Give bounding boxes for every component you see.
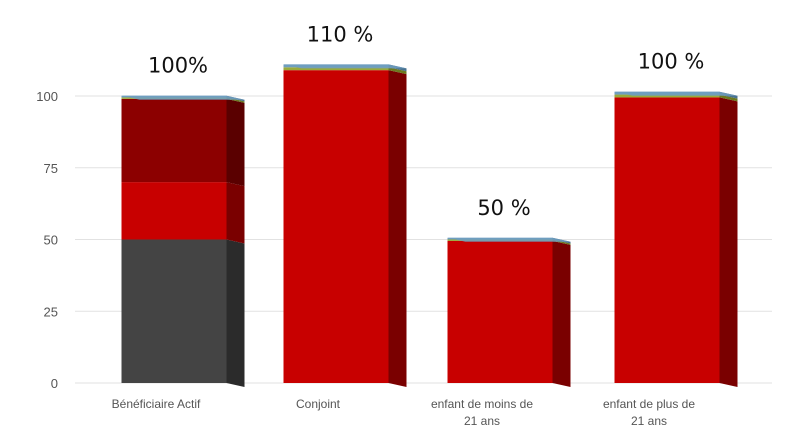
bar-segment-side bbox=[388, 70, 407, 388]
x-category-label: Conjoint bbox=[296, 397, 341, 411]
bar-top bbox=[614, 91, 738, 96]
x-category-label-line: Conjoint bbox=[296, 397, 341, 411]
bar-segment bbox=[447, 240, 553, 383]
data-labels: 100% 110 % 50 % 100 % bbox=[148, 22, 704, 219]
bar-top bbox=[447, 237, 571, 242]
bar-segment bbox=[283, 70, 389, 384]
y-tick-label: 25 bbox=[44, 304, 58, 319]
bar-segment bbox=[614, 94, 720, 98]
x-category-label: Bénéficiaire Actif bbox=[112, 397, 201, 411]
bar-top bbox=[283, 64, 407, 69]
bar-segment-side bbox=[388, 67, 407, 75]
bar-segment bbox=[614, 97, 720, 383]
bar-stack bbox=[283, 64, 407, 388]
x-category-label: enfant de moins de 21 ans bbox=[431, 397, 533, 428]
x-category-label-line: enfant de plus de bbox=[603, 397, 695, 411]
bar-segment bbox=[283, 67, 389, 71]
y-tick-label: 100 bbox=[36, 89, 58, 104]
bar-segment bbox=[121, 98, 227, 183]
bars bbox=[121, 64, 738, 388]
bar-segment bbox=[121, 239, 227, 383]
x-axis-labels: Bénéficiaire Actif Conjoint enfant de moin… bbox=[112, 397, 696, 428]
bar-stack bbox=[614, 91, 738, 387]
bar-segment bbox=[121, 182, 227, 240]
data-label: 110 % bbox=[307, 22, 374, 46]
bar-segment-side bbox=[719, 94, 738, 102]
x-category-label-line: 21 ans bbox=[464, 414, 500, 428]
bar-segment-side bbox=[226, 239, 245, 387]
x-category-label-line: Bénéficiaire Actif bbox=[112, 397, 201, 411]
bar-segment-side bbox=[226, 182, 245, 244]
bar-segment-side bbox=[226, 98, 245, 187]
y-tick-label: 75 bbox=[44, 161, 58, 176]
x-category-label-line: enfant de moins de bbox=[431, 397, 533, 411]
x-category-label-line: 21 ans bbox=[631, 414, 667, 428]
bar-stack bbox=[121, 95, 245, 387]
bar-top bbox=[121, 95, 245, 100]
data-label: 100% bbox=[148, 54, 208, 78]
bar-segment-side bbox=[552, 240, 571, 387]
bar-stack bbox=[447, 237, 571, 387]
data-label: 100 % bbox=[638, 50, 705, 74]
x-category-label: enfant de plus de 21 ans bbox=[603, 397, 695, 428]
y-tick-label: 0 bbox=[51, 376, 58, 391]
y-axis-ticks: 0 25 50 75 100 bbox=[36, 89, 58, 391]
y-tick-label: 50 bbox=[44, 233, 58, 248]
data-label: 50 % bbox=[477, 196, 530, 220]
bar-segment-side bbox=[719, 97, 738, 387]
